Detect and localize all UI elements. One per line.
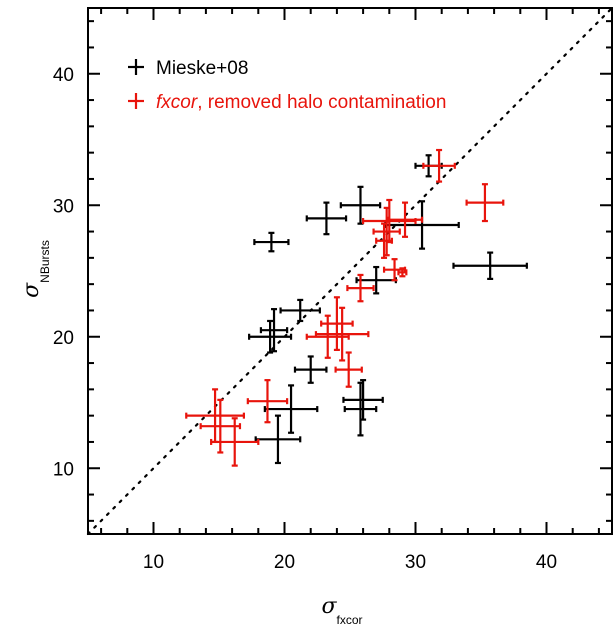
y-tick-label: 20 (53, 328, 74, 349)
data-point (248, 319, 293, 354)
data-point (339, 185, 382, 225)
legend-entry: Mieske+08 (128, 58, 248, 79)
legend-label: Mieske+08 (156, 58, 248, 79)
series-mieske08 (248, 154, 528, 465)
data-point (185, 388, 245, 444)
data-point (355, 265, 397, 295)
data-point (210, 417, 260, 467)
data-point (375, 222, 394, 259)
axis-ticks (88, 8, 612, 534)
legend-label-italic: fxcor (156, 92, 198, 113)
data-point (397, 267, 408, 278)
x-axis-subscript: fxcor (337, 613, 363, 627)
data-point (246, 379, 289, 424)
data-point (342, 379, 384, 421)
x-axis-symbol: σ (321, 594, 337, 619)
y-axis-subscript: NBursts (38, 240, 52, 283)
x-tick-label: 10 (143, 552, 164, 573)
data-point (384, 200, 460, 250)
x-tick-label: 40 (536, 552, 557, 573)
y-axis-symbol: σ (19, 282, 44, 298)
y-tick-label: 10 (53, 459, 74, 480)
data-point (372, 206, 401, 257)
data-point (346, 273, 375, 303)
y-tick-label: 30 (53, 196, 74, 217)
data-point (452, 251, 528, 280)
data-point (199, 398, 242, 454)
data-point (314, 306, 370, 362)
legend-entry: fxcor, removed halo contamination (128, 92, 446, 113)
legend: Mieske+08 fxcor, removed halo contaminati… (128, 58, 446, 113)
tick-labels: 10 20 30 40 10 20 30 40 (53, 65, 557, 573)
legend-label-text: , removed halo contamination (197, 92, 446, 113)
data-point (320, 296, 354, 351)
plot-frame (87, 7, 613, 535)
y-axis-label-group: σNBursts (19, 240, 52, 298)
x-tick-label: 30 (405, 552, 426, 573)
y-tick-label: 40 (53, 65, 74, 86)
one-to-one-line (86, 6, 614, 536)
data-point (253, 231, 290, 253)
data-point (465, 183, 505, 223)
x-tick-label: 20 (274, 552, 295, 573)
plot-area (86, 6, 614, 536)
data-point (305, 201, 348, 236)
data-point (254, 414, 302, 465)
series-fxcor (185, 148, 505, 467)
data-point (422, 148, 456, 183)
data-point (305, 314, 350, 359)
data-point (279, 298, 321, 323)
y-axis-label: σNBursts (19, 240, 52, 298)
data-point (259, 308, 289, 353)
legend-label: fxcor, removed halo contamination (156, 92, 446, 113)
legend-label-text: Mieske+08 (156, 58, 248, 79)
data-point (263, 384, 319, 434)
data-point (386, 201, 424, 238)
data-point (293, 355, 328, 384)
x-axis-label: σfxcor (321, 594, 362, 627)
data-point (334, 351, 363, 388)
data-point (343, 381, 378, 437)
